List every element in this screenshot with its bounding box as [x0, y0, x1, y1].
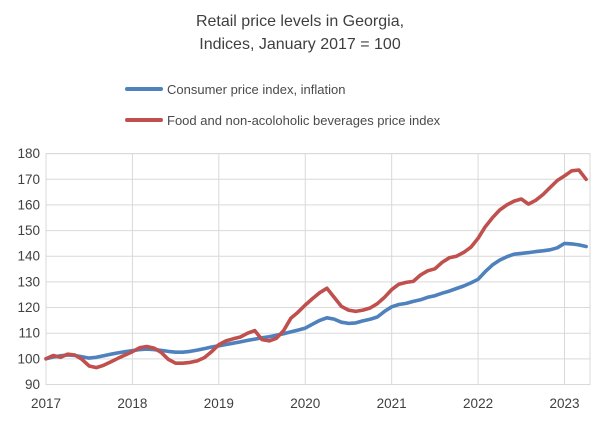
plot-border: [45, 153, 591, 385]
y-axis-tick-label: 180: [17, 146, 40, 161]
chart-legend: Consumer price index, inflation Food and…: [125, 80, 440, 142]
x-axis-tick-label: 2022: [463, 396, 493, 411]
x-axis-tick-label: 2020: [290, 396, 320, 411]
food-line-swatch: [125, 118, 163, 122]
x-axis-tick-label: 2023: [549, 396, 579, 411]
food-price-line-series: [44, 168, 588, 370]
chart-title-line1: Retail price levels in Georgia,: [195, 13, 405, 30]
y-axis-tick-label: 90: [25, 377, 40, 392]
y-axis-tick-label: 140: [17, 249, 40, 264]
y-axis-tick-label: 130: [17, 274, 40, 289]
x-axis-tick-label: 2021: [377, 396, 407, 411]
chart-title: Retail price levels in Georgia, Indices,…: [0, 10, 600, 56]
cpi-line-swatch: [125, 87, 163, 91]
y-axis-tick-label: 160: [17, 197, 40, 212]
x-axis-tick-label: 2018: [117, 396, 147, 411]
x-axis-tick-label: 2019: [204, 396, 234, 411]
y-axis-tick-label: 100: [17, 351, 40, 366]
y-axis-tick-label: 110: [18, 326, 40, 341]
legend-item-cpi: Consumer price index, inflation: [125, 80, 440, 98]
legend-item-food: Food and non-acoloholic beverages price …: [125, 111, 440, 129]
chart-title-line2: Indices, January 2017 = 100: [199, 36, 401, 54]
food-legend-label: Food and non-acoloholic beverages price …: [167, 112, 441, 128]
cpi-line-series: [44, 241, 588, 361]
y-axis-tick-label: 170: [17, 172, 40, 187]
y-axis-tick-label: 150: [17, 223, 40, 238]
y-axis-tick-label: 120: [17, 300, 40, 315]
cpi-legend-label: Consumer price index, inflation: [167, 81, 346, 97]
x-axis-tick-label: 2017: [31, 396, 61, 411]
